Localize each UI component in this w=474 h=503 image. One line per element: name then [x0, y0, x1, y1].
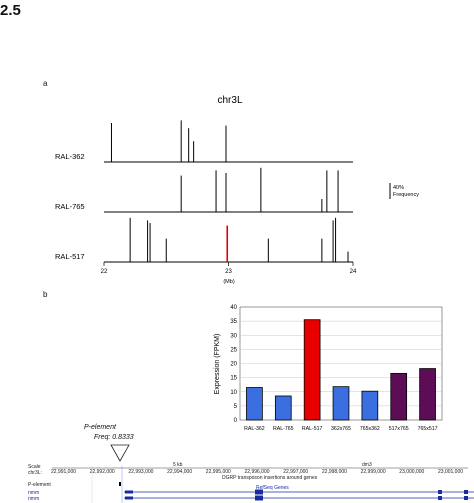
coordinate-label: 22,997,000 [283, 469, 309, 475]
coordinate-label: 23,001,000 [438, 469, 464, 475]
y-tick-label: 15 [230, 376, 237, 382]
x-tick-label: 22 [101, 269, 108, 275]
x-tick-label: RAL-765 [273, 426, 294, 432]
y-tick-label: 30 [230, 333, 237, 339]
coordinate-label: 22,991,000 [51, 469, 77, 475]
coordinate-label: 22,996,000 [244, 469, 270, 475]
y-tick-label: 35 [230, 319, 237, 325]
expression-bar [332, 386, 350, 421]
x-tick-label: 24 [350, 269, 357, 275]
x-tick-label: RAL-362 [244, 426, 265, 432]
x-tick-label: 517x765 [389, 426, 409, 432]
expression-bar [246, 387, 263, 421]
coordinate-label: 22,992,000 [89, 469, 115, 475]
chrom-label: chr3L: [28, 470, 42, 476]
scale-label: Scale [28, 464, 41, 470]
gene-row-label: nmm [28, 496, 40, 502]
coordinate-label: 23,000,000 [399, 469, 425, 475]
y-tick-label: 20 [230, 362, 237, 368]
browser-tracks [52, 466, 474, 503]
y-tick-label: 25 [230, 347, 237, 353]
x-tick-label: 765x517 [418, 426, 438, 432]
track-label: RAL-362 [55, 152, 85, 161]
expression-bar-chart: 0 5 10 15 20 25 30 35 40 RAL-362 RAL-765 RAL-517 36… [214, 305, 443, 432]
assembly-label: dm3 [362, 462, 372, 468]
expression-bar [361, 390, 379, 421]
genome-browser: Scale chr3L: P-element nmm nmm 5 kb dm3 … [28, 461, 474, 503]
expression-bar [390, 372, 408, 421]
y-axis-label: Expression (FPKM) [214, 334, 221, 395]
figure-number: 2.5 [0, 2, 21, 19]
panel-b-label: b [43, 290, 48, 299]
coordinate-label: 22,995,000 [205, 469, 231, 475]
p-element-frequency: Freq: 0.8333 [94, 434, 134, 441]
p-element-name: P-element [84, 424, 116, 431]
track-label: RAL-765 [55, 202, 85, 211]
coordinate-label: 22,994,000 [167, 469, 193, 475]
x-tick-label: 765x362 [360, 426, 380, 432]
y-tick-label: 0 [234, 418, 238, 424]
kb-label: 5 kb [173, 462, 183, 468]
expression-bar [274, 395, 292, 421]
x-tick-label: 23 [225, 269, 232, 275]
insertion-triangle-icon [110, 444, 130, 462]
track-description: DGRP transposon insertions around genes [222, 475, 318, 481]
coordinate-label: 22,998,000 [321, 469, 347, 475]
gene-row-label: nmm [28, 490, 40, 496]
chart-title: chr3L [217, 95, 242, 106]
track-label: RAL-517 [55, 252, 85, 261]
y-tick-label: 10 [230, 390, 237, 396]
scale-bar-sublabel: Frequency [393, 192, 419, 198]
coordinate-label: 22,993,000 [128, 469, 154, 475]
scale-bar: 40% Frequency [389, 183, 419, 199]
expression-bar [303, 319, 321, 421]
x-tick-label: 362x765 [331, 426, 351, 432]
y-tick-label: 5 [234, 404, 238, 410]
panel-a-label: a [43, 79, 48, 88]
scale-bar-label: 40% [393, 185, 404, 191]
coordinate-row: 22,991,000 22,992,000 22,993,000 22,994,000… [28, 461, 474, 475]
refseq-label: RefSeq Genes [256, 485, 289, 491]
x-tick-label: RAL-517 [302, 426, 323, 432]
y-tick-label: 40 [230, 305, 237, 311]
coordinate-label: 22,999,000 [360, 469, 386, 475]
p-element-track-label: P-element [28, 482, 51, 488]
p-element-insertion-mark [119, 482, 121, 486]
expression-bar [419, 368, 436, 421]
x-axis-label: (Mb) [223, 279, 234, 285]
